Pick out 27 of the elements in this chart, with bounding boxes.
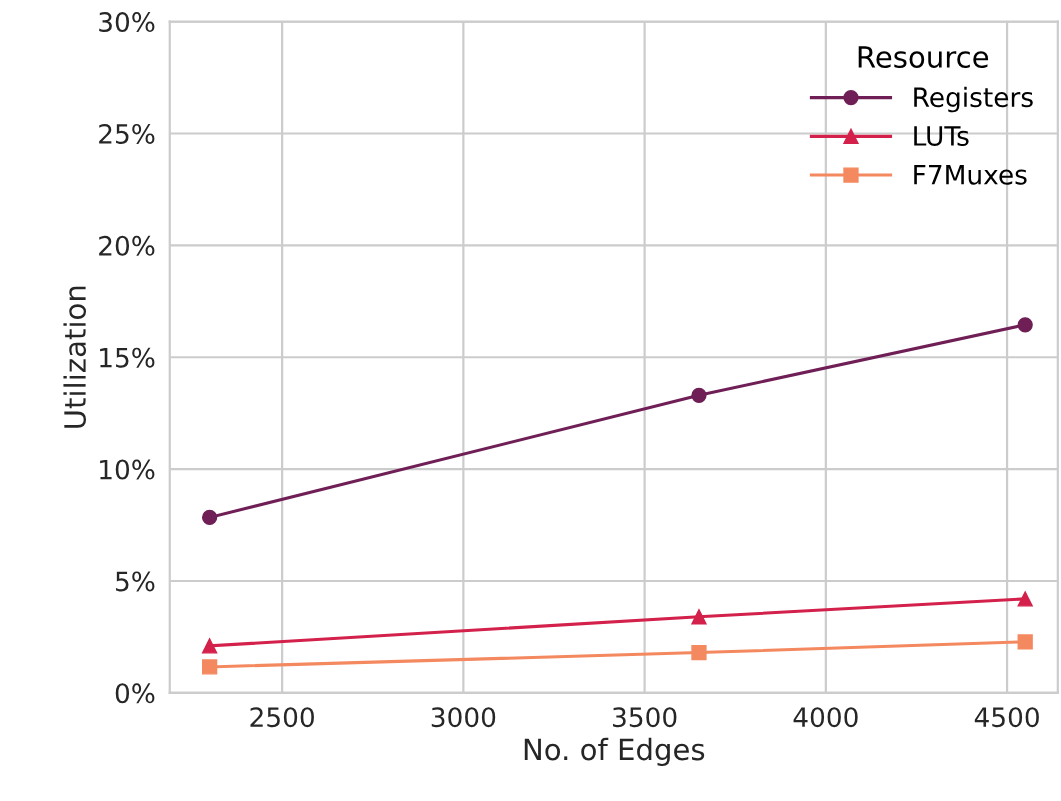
x-tick-label: 2500 bbox=[250, 707, 314, 728]
x-tick-label: 4500 bbox=[974, 707, 1039, 728]
x-tick-label: 4000 bbox=[793, 707, 858, 728]
y-tick-label: 10% bbox=[100, 459, 155, 480]
point bbox=[201, 659, 218, 675]
y-tick-label: 5% bbox=[116, 571, 155, 592]
legend-label: F7Muxes bbox=[914, 165, 1027, 185]
x-tick-label: 3500 bbox=[613, 707, 677, 728]
legend-title: Resource bbox=[858, 46, 989, 68]
x-tick-label: 3000 bbox=[431, 707, 496, 728]
y-tick-label: 30% bbox=[99, 12, 155, 33]
point bbox=[201, 509, 218, 526]
point bbox=[691, 387, 707, 403]
y-axis-title: Utilization bbox=[63, 286, 87, 428]
legend-label: Registers bbox=[914, 86, 1033, 113]
point bbox=[1017, 317, 1033, 333]
x-axis-title: No. of Edges bbox=[524, 737, 705, 767]
y-tick-label: 0% bbox=[115, 683, 155, 704]
point bbox=[691, 609, 707, 625]
legend-label: LUTs bbox=[914, 126, 969, 146]
point bbox=[1017, 591, 1033, 607]
point bbox=[691, 644, 707, 661]
point bbox=[201, 638, 218, 654]
y-tick-label: 15% bbox=[100, 347, 155, 368]
point bbox=[1017, 634, 1033, 650]
y-tick-label: 20% bbox=[99, 235, 155, 256]
y-tick-label: 25% bbox=[99, 123, 155, 144]
